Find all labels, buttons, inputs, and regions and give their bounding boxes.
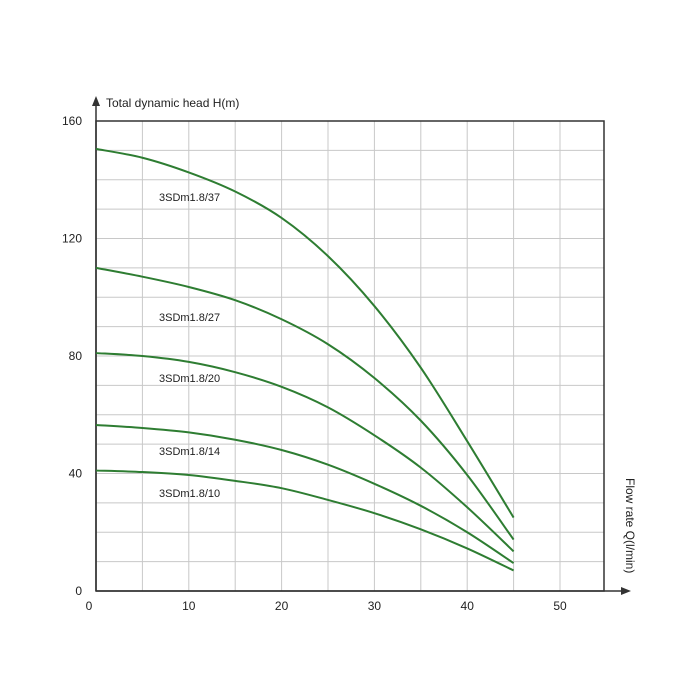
series-label: 3SDm1.8/14 — [159, 446, 220, 458]
y-tick-label: 80 — [69, 349, 83, 363]
x-tick-label: 20 — [275, 599, 289, 613]
y-axis-title: Total dynamic head H(m) — [106, 96, 239, 110]
series-label: 3SDm1.8/20 — [159, 373, 220, 385]
axes — [92, 96, 631, 595]
series-line — [95, 424, 515, 564]
x-tick-label: 10 — [182, 599, 196, 613]
y-tick-label: 120 — [62, 232, 82, 246]
y-tick-label: 40 — [69, 467, 83, 481]
series-curves — [95, 147, 515, 572]
x-axis-title: Flow rate Q(l/min) — [623, 478, 637, 573]
x-tick-label: 40 — [461, 599, 475, 613]
series-line — [95, 266, 515, 541]
series-label: 3SDm1.8/27 — [159, 312, 220, 324]
y-axis-arrow-icon — [92, 96, 100, 106]
series-label: 3SDm1.8/10 — [159, 488, 220, 500]
series-line — [95, 352, 515, 553]
series-line — [95, 469, 515, 572]
y-tick-labels: 0 40 80 120 160 — [62, 114, 82, 598]
series-line — [95, 147, 515, 519]
x-axis-arrow-icon — [621, 587, 631, 595]
series-label: 3SDm1.8/37 — [159, 192, 220, 204]
series-labels: 3SDm1.8/37 3SDm1.8/27 3SDm1.8/20 3SDm1.8/14… — [159, 192, 220, 500]
x-tick-label: 50 — [553, 599, 567, 613]
y-tick-label: 0 — [75, 584, 82, 598]
x-tick-label: 30 — [368, 599, 382, 613]
y-tick-label: 160 — [62, 114, 82, 128]
x-tick-label: 0 — [86, 599, 93, 613]
x-tick-labels: 0 10 20 30 40 50 — [86, 599, 567, 613]
